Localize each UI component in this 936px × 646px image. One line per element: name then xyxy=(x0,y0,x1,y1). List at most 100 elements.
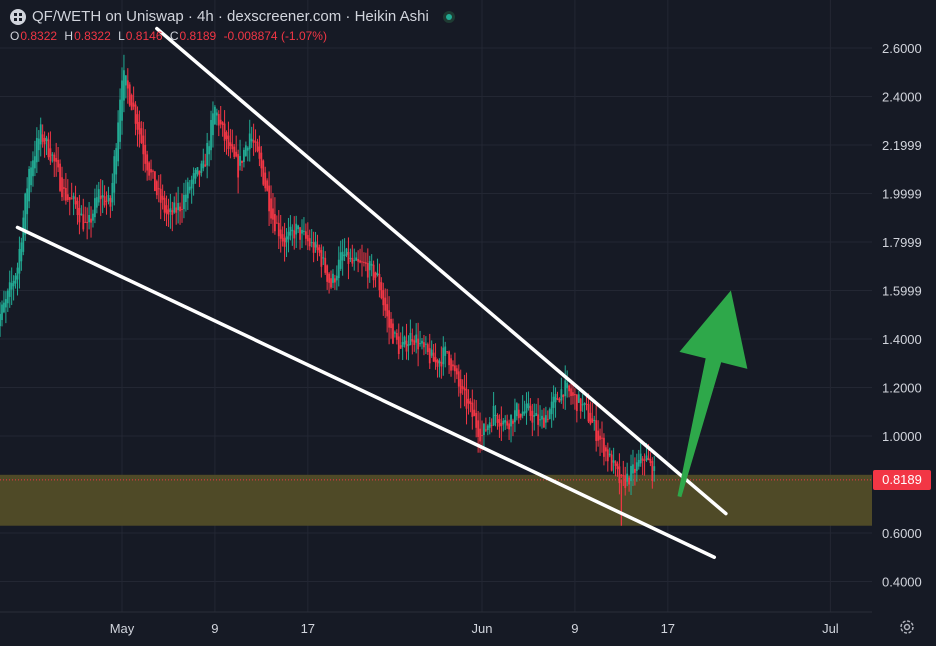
candle-body xyxy=(645,455,648,461)
y-tick-label: 1.0000 xyxy=(882,429,922,444)
candle-body xyxy=(363,261,365,263)
candle-body xyxy=(274,214,276,232)
candle-body xyxy=(624,475,627,488)
candle-body xyxy=(392,323,394,344)
candle-body xyxy=(616,463,619,470)
candle-body xyxy=(556,398,559,400)
candle-body xyxy=(366,263,369,278)
candle-body xyxy=(374,272,377,278)
candle-body xyxy=(53,154,56,162)
candle-body xyxy=(103,196,106,206)
ohlc-low-key: L xyxy=(118,29,125,43)
candle-body xyxy=(241,160,243,163)
candle-body xyxy=(210,120,212,151)
candle-body xyxy=(10,282,13,290)
candle-body xyxy=(560,389,563,401)
x-tick-label: May xyxy=(110,621,135,636)
y-tick-label: 2.1999 xyxy=(882,138,922,153)
candle-body xyxy=(479,428,481,442)
candle-body xyxy=(157,188,160,190)
candle-body xyxy=(217,113,220,126)
candle-body xyxy=(28,168,30,202)
candle-body xyxy=(635,462,638,471)
candle-body xyxy=(318,247,321,253)
candle-body xyxy=(260,152,263,169)
candle-body xyxy=(597,430,600,441)
candle-body xyxy=(502,420,505,425)
candle-body xyxy=(221,122,224,126)
candle-body xyxy=(334,278,336,283)
candle-body xyxy=(175,207,178,213)
y-tick-label: 1.4000 xyxy=(882,332,922,347)
candle-body xyxy=(0,313,1,327)
candle-body xyxy=(632,464,634,474)
candle-body xyxy=(308,238,311,247)
candle-body xyxy=(496,415,499,423)
candle-body xyxy=(477,420,480,437)
candle-body xyxy=(198,170,201,176)
candle-body xyxy=(80,213,83,216)
candle-body xyxy=(626,473,629,482)
candle-body xyxy=(94,198,96,218)
candle-body xyxy=(231,144,234,150)
support-zone xyxy=(0,474,872,526)
candle-body xyxy=(138,121,141,135)
candle-body xyxy=(194,170,197,179)
candle-body xyxy=(161,195,164,200)
candle-body xyxy=(63,187,65,189)
candle-body xyxy=(92,213,94,221)
candle-body xyxy=(355,257,358,261)
candle-body xyxy=(192,173,195,185)
candle-body xyxy=(32,160,34,177)
candle-body xyxy=(169,208,172,213)
candle-body xyxy=(506,421,509,426)
candle-body xyxy=(455,368,458,375)
chart-settings-gear-icon[interactable] xyxy=(898,618,916,636)
candle-body xyxy=(78,207,81,223)
candle-body xyxy=(388,310,390,328)
candle-body xyxy=(204,164,207,167)
candle-body xyxy=(57,159,60,168)
candle-body xyxy=(421,340,423,344)
candle-body xyxy=(575,394,578,412)
candle-body xyxy=(14,275,17,284)
candle-body xyxy=(59,163,61,191)
candle-body xyxy=(8,282,11,297)
candle-body xyxy=(82,214,85,230)
candle-body xyxy=(343,254,346,257)
candle-body xyxy=(486,425,489,431)
candle-body xyxy=(463,387,466,391)
candle-body xyxy=(347,251,350,264)
candle-body xyxy=(591,418,594,423)
candle-body xyxy=(376,272,379,276)
candle-body xyxy=(262,160,265,185)
candle-body xyxy=(415,334,418,343)
candle-body xyxy=(68,197,71,200)
candle-body xyxy=(95,197,98,208)
candle-body xyxy=(70,198,73,200)
candle-body xyxy=(628,477,630,485)
candle-body xyxy=(419,343,421,345)
candle-body xyxy=(469,401,472,405)
candle-body xyxy=(601,437,603,439)
candle-body xyxy=(585,403,588,405)
candle-body xyxy=(649,459,652,464)
candle-body xyxy=(543,417,545,428)
candle-body xyxy=(154,171,156,192)
candle-body xyxy=(413,340,416,345)
candle-body xyxy=(417,338,420,350)
candle-body xyxy=(618,466,621,484)
candle-body xyxy=(612,460,615,463)
candle-body xyxy=(97,189,100,203)
candle-body xyxy=(51,154,54,156)
candle-body xyxy=(604,447,607,452)
candle-body xyxy=(326,265,329,282)
candle-body xyxy=(529,405,532,416)
candle-body xyxy=(297,225,300,230)
candle-body xyxy=(316,244,319,251)
candle-body xyxy=(312,242,315,253)
candle-body xyxy=(43,138,46,145)
candle-body xyxy=(287,231,290,240)
candle-body xyxy=(426,344,429,353)
